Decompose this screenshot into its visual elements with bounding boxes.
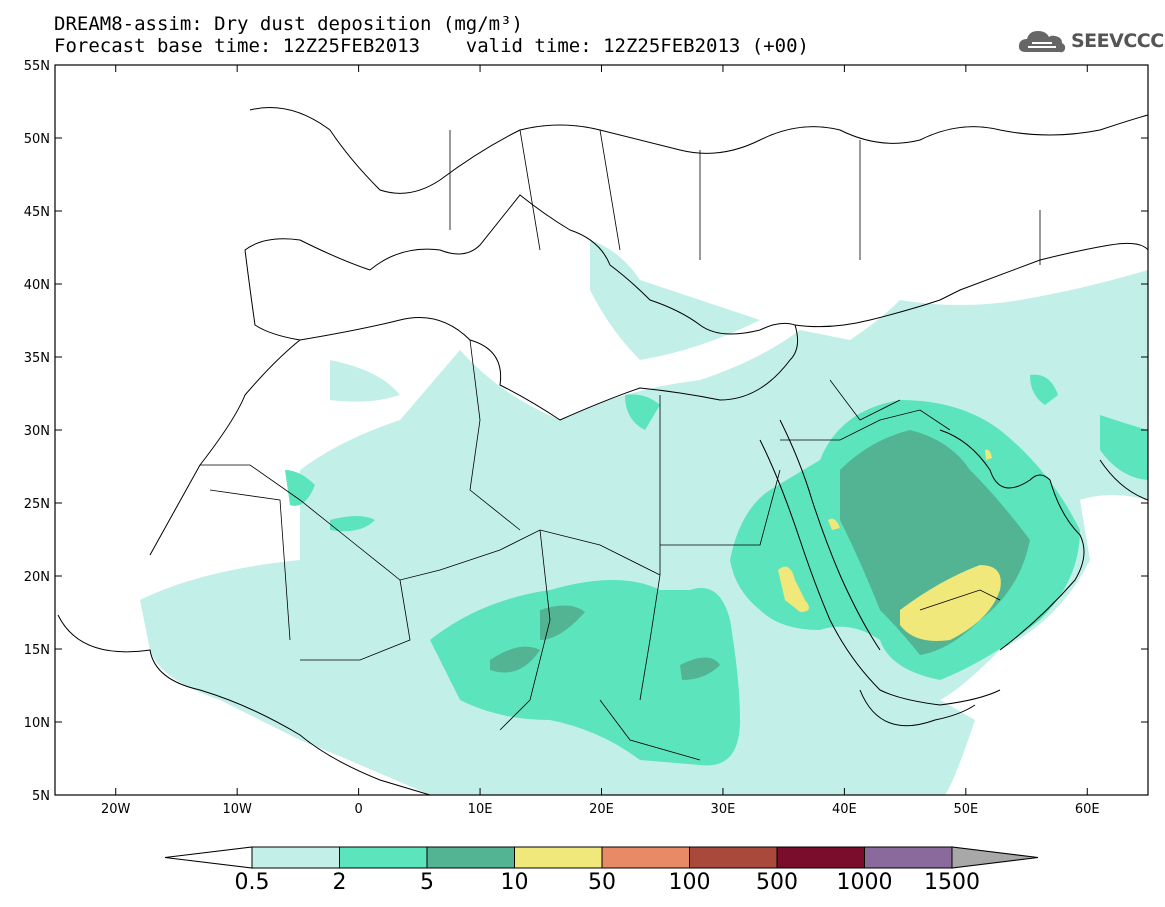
colorbar-label: 1500: [924, 870, 980, 895]
lat-label: 35N: [24, 351, 50, 366]
coastlines: [57, 107, 1148, 795]
lat-label: 25N: [24, 497, 50, 512]
lat-label: 20N: [24, 570, 50, 585]
lon-label: 10W: [222, 802, 252, 817]
colorbar-segment: [426, 846, 515, 869]
colorbar-label: 10: [500, 870, 529, 895]
lat-label: 15N: [24, 643, 50, 658]
colorbar-segment: [864, 846, 953, 869]
lon-label: 60E: [1075, 802, 1100, 817]
country-borders: [200, 129, 1041, 761]
colorbar-label: 100: [668, 870, 711, 895]
lat-label: 40N: [24, 278, 50, 293]
lon-label: 20E: [589, 802, 614, 817]
lat-label: 55N: [24, 59, 50, 74]
lat-label: 10N: [24, 716, 50, 731]
map-title: DREAM8-assim: Dry dust deposition (mg/m³…: [54, 13, 523, 35]
colorbar-high-arrow: [951, 846, 1039, 869]
lat-label: 50N: [24, 132, 50, 147]
latitude-axis: 55N 50N 45N 40N 35N 30N 25N 20N 15N 10N 5N: [24, 59, 1148, 804]
colorbar-low-arrow: [164, 846, 253, 869]
lon-label: 20W: [101, 802, 131, 817]
lon-label: 10E: [468, 802, 493, 817]
colorbar-segment: [689, 846, 778, 869]
forecast-time-line: Forecast base time: 12Z25FEB2013 valid t…: [54, 35, 809, 57]
lon-label: 0: [354, 802, 362, 817]
colorbar-label: 500: [756, 870, 798, 895]
lat-label: 45N: [24, 205, 50, 220]
logo-text: SEEVCCC: [1071, 30, 1164, 52]
lon-label: 50E: [953, 802, 978, 817]
colorbar-segment: [514, 846, 603, 869]
colorbar-segment: [776, 846, 865, 869]
colorbar-label: 5: [420, 870, 434, 895]
colorbar-label: 2: [332, 870, 347, 895]
lon-label: 30E: [711, 802, 736, 817]
dust-level-4: [778, 449, 1001, 641]
colorbar-segment: [339, 846, 428, 869]
colorbar-label: 50: [588, 870, 616, 895]
colorbar-segment: [251, 846, 340, 869]
cloud-icon: [1018, 31, 1066, 53]
colorbar-segment: [601, 846, 690, 869]
colorbar-label: 1000: [836, 870, 893, 895]
seevccc-logo: SEEVCCC: [1017, 26, 1164, 56]
colorbar: [164, 846, 1039, 869]
lat-label: 30N: [24, 424, 50, 439]
lat-label: 5N: [32, 789, 50, 804]
lon-label: 40E: [832, 802, 857, 817]
longitude-axis: 20W 10W 0 10E 20E 30E 40E 50E 60E: [101, 65, 1100, 817]
colorbar-label: 0.5: [234, 870, 270, 895]
